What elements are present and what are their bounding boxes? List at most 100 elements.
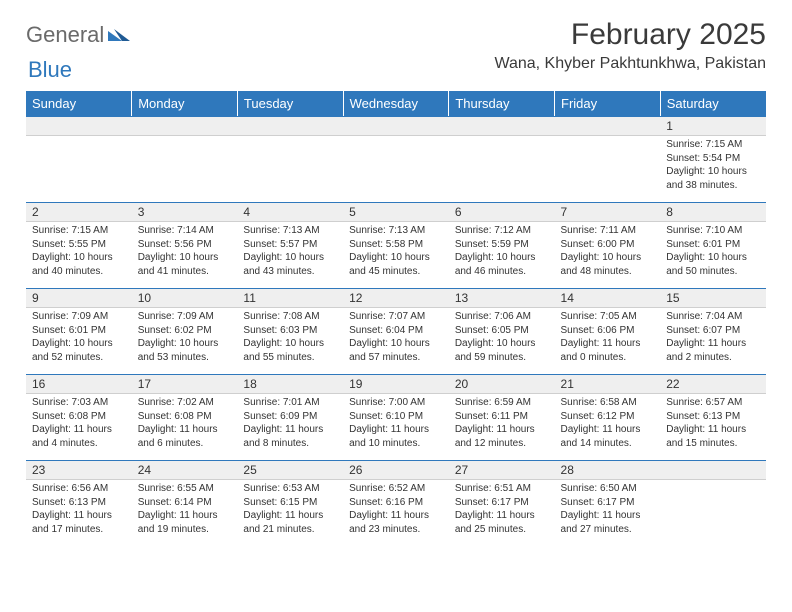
daylight-text: Daylight: 10 hours and 48 minutes. — [561, 251, 655, 278]
day-number: 13 — [449, 288, 555, 308]
day-number: 3 — [132, 202, 238, 222]
calendar-week-row: 9Sunrise: 7:09 AMSunset: 6:01 PMDaylight… — [26, 288, 766, 374]
brand-part1: General — [26, 22, 104, 48]
day-body: Sunrise: 6:52 AMSunset: 6:16 PMDaylight:… — [343, 480, 449, 540]
sunset-text: Sunset: 5:57 PM — [243, 238, 337, 252]
calendar-cell: 14Sunrise: 7:05 AMSunset: 6:06 PMDayligh… — [555, 288, 661, 374]
calendar-cell — [660, 460, 766, 546]
title-block: February 2025 Wana, Khyber Pakhtunkhwa, … — [494, 18, 766, 73]
daylight-text: Daylight: 10 hours and 55 minutes. — [243, 337, 337, 364]
daylight-text: Daylight: 11 hours and 15 minutes. — [666, 423, 760, 450]
day-body: Sunrise: 7:00 AMSunset: 6:10 PMDaylight:… — [343, 394, 449, 454]
day-body: Sunrise: 7:04 AMSunset: 6:07 PMDaylight:… — [660, 308, 766, 368]
day-body: Sunrise: 7:09 AMSunset: 6:01 PMDaylight:… — [26, 308, 132, 368]
day-body — [343, 136, 449, 142]
sunrise-text: Sunrise: 7:10 AM — [666, 224, 760, 238]
day-body: Sunrise: 7:14 AMSunset: 5:56 PMDaylight:… — [132, 222, 238, 282]
day-cell: 16Sunrise: 7:03 AMSunset: 6:08 PMDayligh… — [26, 374, 132, 460]
calendar-week-row: 23Sunrise: 6:56 AMSunset: 6:13 PMDayligh… — [26, 460, 766, 546]
day-cell: 18Sunrise: 7:01 AMSunset: 6:09 PMDayligh… — [237, 374, 343, 460]
daylight-text: Daylight: 11 hours and 12 minutes. — [455, 423, 549, 450]
location-text: Wana, Khyber Pakhtunkhwa, Pakistan — [494, 55, 766, 73]
calendar-page: General February 2025 Wana, Khyber Pakht… — [0, 0, 792, 612]
daylight-text: Daylight: 11 hours and 27 minutes. — [561, 509, 655, 536]
day-body: Sunrise: 7:02 AMSunset: 6:08 PMDaylight:… — [132, 394, 238, 454]
day-number: 27 — [449, 460, 555, 480]
calendar-cell: 25Sunrise: 6:53 AMSunset: 6:15 PMDayligh… — [237, 460, 343, 546]
daylight-text: Daylight: 10 hours and 45 minutes. — [349, 251, 443, 278]
day-number: 7 — [555, 202, 661, 222]
calendar-cell — [26, 116, 132, 202]
day-body: Sunrise: 7:15 AMSunset: 5:54 PMDaylight:… — [660, 136, 766, 196]
calendar-week-row: 1Sunrise: 7:15 AMSunset: 5:54 PMDaylight… — [26, 116, 766, 202]
calendar-cell: 22 Sunrise: 6:57 AMSunset: 6:13 PMDayligh… — [660, 374, 766, 460]
calendar-cell — [237, 116, 343, 202]
daylight-text: Daylight: 10 hours and 41 minutes. — [138, 251, 232, 278]
calendar-cell: 20Sunrise: 6:59 AMSunset: 6:11 PMDayligh… — [449, 374, 555, 460]
empty-day-number — [132, 116, 238, 136]
day-body — [555, 136, 661, 142]
day-body: Sunrise: 7:15 AMSunset: 5:55 PMDaylight:… — [26, 222, 132, 282]
calendar-cell — [343, 116, 449, 202]
day-cell: 23Sunrise: 6:56 AMSunset: 6:13 PMDayligh… — [26, 460, 132, 546]
sunrise-text: Sunrise: 7:07 AM — [349, 310, 443, 324]
day-cell: 20Sunrise: 6:59 AMSunset: 6:11 PMDayligh… — [449, 374, 555, 460]
sunset-text: Sunset: 6:02 PM — [138, 324, 232, 338]
day-cell: 24Sunrise: 6:55 AMSunset: 6:14 PMDayligh… — [132, 460, 238, 546]
day-number: 24 — [132, 460, 238, 480]
daylight-text: Daylight: 11 hours and 25 minutes. — [455, 509, 549, 536]
calendar-cell: 21Sunrise: 6:58 AMSunset: 6:12 PMDayligh… — [555, 374, 661, 460]
sunset-text: Sunset: 5:55 PM — [32, 238, 126, 252]
day-body: Sunrise: 7:06 AMSunset: 6:05 PMDaylight:… — [449, 308, 555, 368]
daylight-text: Daylight: 10 hours and 46 minutes. — [455, 251, 549, 278]
sunrise-text: Sunrise: 6:55 AM — [138, 482, 232, 496]
sunrise-text: Sunrise: 7:09 AM — [32, 310, 126, 324]
day-body: Sunrise: 6:55 AMSunset: 6:14 PMDaylight:… — [132, 480, 238, 540]
sunset-text: Sunset: 6:09 PM — [243, 410, 337, 424]
calendar-cell: 7Sunrise: 7:11 AMSunset: 6:00 PMDaylight… — [555, 202, 661, 288]
sunrise-text: Sunrise: 6:57 AM — [666, 396, 760, 410]
sunset-text: Sunset: 5:56 PM — [138, 238, 232, 252]
sunrise-text: Sunrise: 6:53 AM — [243, 482, 337, 496]
day-number: 19 — [343, 374, 449, 394]
day-cell — [660, 460, 766, 546]
sunset-text: Sunset: 6:17 PM — [561, 496, 655, 510]
sunset-text: Sunset: 6:13 PM — [32, 496, 126, 510]
daylight-text: Daylight: 11 hours and 6 minutes. — [138, 423, 232, 450]
daylight-text: Daylight: 11 hours and 0 minutes. — [561, 337, 655, 364]
day-cell: 25Sunrise: 6:53 AMSunset: 6:15 PMDayligh… — [237, 460, 343, 546]
sunset-text: Sunset: 6:08 PM — [138, 410, 232, 424]
daylight-text: Daylight: 11 hours and 10 minutes. — [349, 423, 443, 450]
day-body — [449, 136, 555, 142]
weekday-header: Thursday — [449, 91, 555, 116]
day-cell: 8Sunrise: 7:10 AMSunset: 6:01 PMDaylight… — [660, 202, 766, 288]
day-body: Sunrise: 6:53 AMSunset: 6:15 PMDaylight:… — [237, 480, 343, 540]
day-cell: 21Sunrise: 6:58 AMSunset: 6:12 PMDayligh… — [555, 374, 661, 460]
day-number: 22 — [660, 374, 766, 394]
calendar-body: 1Sunrise: 7:15 AMSunset: 5:54 PMDaylight… — [26, 116, 766, 546]
day-cell: 11Sunrise: 7:08 AMSunset: 6:03 PMDayligh… — [237, 288, 343, 374]
daylight-text: Daylight: 10 hours and 59 minutes. — [455, 337, 549, 364]
sunset-text: Sunset: 6:13 PM — [666, 410, 760, 424]
calendar-cell: 28Sunrise: 6:50 AMSunset: 6:17 PMDayligh… — [555, 460, 661, 546]
sunrise-text: Sunrise: 7:11 AM — [561, 224, 655, 238]
day-body: Sunrise: 7:09 AMSunset: 6:02 PMDaylight:… — [132, 308, 238, 368]
calendar-cell: 18Sunrise: 7:01 AMSunset: 6:09 PMDayligh… — [237, 374, 343, 460]
day-body: Sunrise: 7:05 AMSunset: 6:06 PMDaylight:… — [555, 308, 661, 368]
sunset-text: Sunset: 6:01 PM — [32, 324, 126, 338]
day-body: Sunrise: 6:56 AMSunset: 6:13 PMDaylight:… — [26, 480, 132, 540]
sunrise-text: Sunrise: 7:09 AM — [138, 310, 232, 324]
sunrise-text: Sunrise: 7:14 AM — [138, 224, 232, 238]
calendar-table: Sunday Monday Tuesday Wednesday Thursday… — [26, 91, 766, 546]
calendar-cell: 23Sunrise: 6:56 AMSunset: 6:13 PMDayligh… — [26, 460, 132, 546]
sunrise-text: Sunrise: 6:59 AM — [455, 396, 549, 410]
weekday-header-row: Sunday Monday Tuesday Wednesday Thursday… — [26, 91, 766, 116]
sunrise-text: Sunrise: 7:08 AM — [243, 310, 337, 324]
daylight-text: Daylight: 10 hours and 50 minutes. — [666, 251, 760, 278]
day-cell: 19Sunrise: 7:00 AMSunset: 6:10 PMDayligh… — [343, 374, 449, 460]
sunrise-text: Sunrise: 7:00 AM — [349, 396, 443, 410]
day-number: 4 — [237, 202, 343, 222]
sunset-text: Sunset: 6:16 PM — [349, 496, 443, 510]
day-cell: 3Sunrise: 7:14 AMSunset: 5:56 PMDaylight… — [132, 202, 238, 288]
day-number: 26 — [343, 460, 449, 480]
